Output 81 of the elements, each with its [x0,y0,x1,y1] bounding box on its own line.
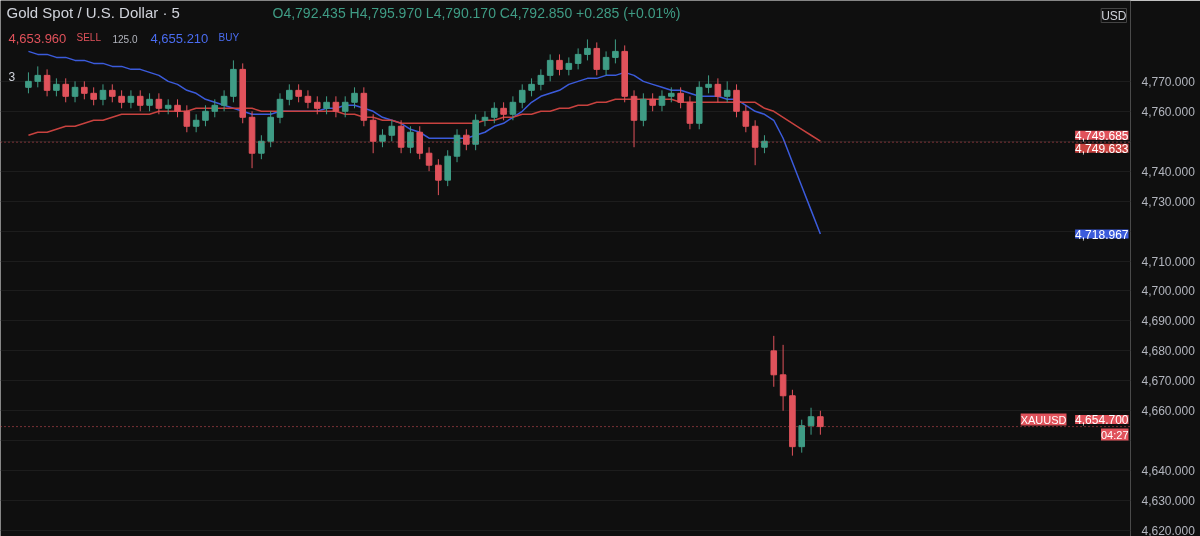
candlestick [556,53,563,76]
candlestick [584,38,591,61]
text: 04:27 [1100,428,1129,441]
candlestick [62,77,70,103]
candlestick [435,158,442,196]
candlestick [779,344,787,412]
annotation: 125.0 [112,33,138,45]
chart-subtitle: O4,792.435 H4,795.970 L4,790.170 C4,792.850 +0.285 (+0.01%) [272,4,681,21]
candlestick [286,83,293,106]
candlestick [202,104,209,127]
candlestick [99,83,107,106]
candlestick [388,119,396,142]
candlestick [258,134,265,160]
candlestick [612,38,619,64]
candlestick [640,92,647,127]
y-tick-label: 4,620.000 [1141,524,1196,536]
candlestick [509,95,517,121]
candlestick [490,101,498,124]
chart-title: Gold Spot / U.S. Dollar · 5 [6,3,180,21]
candlestick [25,71,32,94]
candlestick [267,110,274,148]
candlestick [444,149,451,187]
y-tick-label: 4,630.000 [1141,494,1196,509]
text: 3 [8,69,16,84]
candlestick [276,92,284,124]
candlestick [574,47,582,70]
candlestick [351,86,358,109]
y-tick-label: 4,770.000 [1141,74,1196,89]
candlestick [733,83,740,118]
candlestick [136,89,144,112]
candlestick [481,110,489,127]
y-tick-label: 4,640.000 [1141,464,1196,479]
annotation: 4,655.210 [150,30,209,46]
candlestick [341,95,349,118]
candlestick [658,89,666,112]
candlestick [798,419,806,454]
line-series [27,50,822,235]
candlestick [686,95,694,130]
candlestick [34,65,42,88]
candlestick [183,104,191,133]
annotation: SELL [76,31,102,43]
y-tick-label: 4,700.000 [1141,284,1196,299]
text: XAUUSD [1020,413,1067,426]
y-tick-label: 4,740.000 [1141,164,1196,179]
candlestick [518,83,526,109]
candlestick [677,86,684,109]
candlestick [546,53,554,82]
y-tick-label: 4,660.000 [1141,404,1196,419]
candlestick [742,104,750,133]
candlestick [714,77,722,103]
y-tick-label: 4,760.000 [1141,104,1196,119]
text: 4,749.633 [1075,141,1129,156]
candlestick [807,407,815,436]
text: USD [1101,8,1127,23]
candlestick [425,146,433,172]
candlestick [192,113,200,133]
candlestick [71,80,79,103]
ref-line-label: 4,654.700 [1075,413,1129,428]
candlestick [593,41,601,76]
candlestick [407,125,414,154]
candlestick [43,68,51,97]
y-tick-label: 4,730.000 [1141,194,1196,209]
y-tick-label: 4,670.000 [1141,374,1196,389]
candlestick [453,128,461,163]
candlestick [472,113,479,151]
candlestick [537,68,545,91]
candlestick [770,335,778,388]
y-tick-label: 4,680.000 [1141,344,1196,359]
text: 4,718.967 [1075,227,1129,242]
annotation: BUY [218,31,240,43]
ref-line-label: 4,749.685 [1075,128,1129,143]
candlestick [304,89,312,109]
candlestick [723,80,731,103]
y-tick-label: 4,690.000 [1141,314,1196,329]
candlestick [332,95,340,118]
candlestick [220,89,228,112]
candlestick [155,92,163,115]
annotation: 4,653.960 [8,30,67,46]
candlestick [602,50,610,76]
candlestick [127,89,135,109]
y-tick-label: 4,710.000 [1141,254,1196,269]
